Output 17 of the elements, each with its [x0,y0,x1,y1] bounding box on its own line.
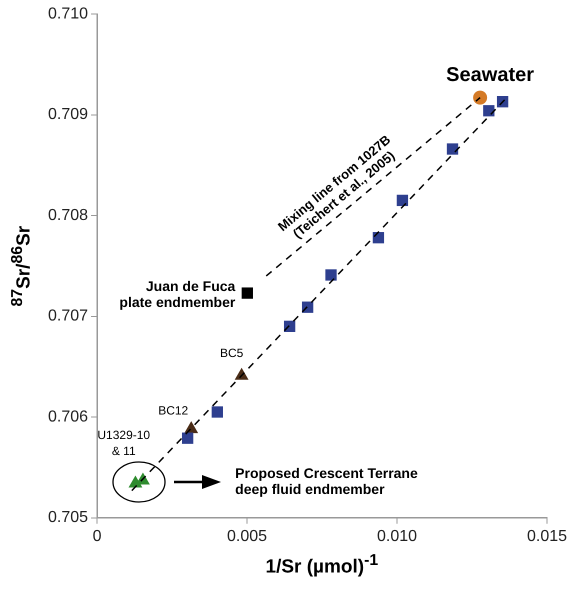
y-tick-label: 0.705 [48,509,88,526]
annotation: BC12 [158,403,189,418]
y-tick-label: 0.707 [48,308,88,325]
annotation: Proposed Crescent Terrane deep fluid endmember [235,464,418,497]
x-tick-label: 0.010 [376,528,418,545]
x-axis-title: 1/Sr (µmol)$^{-1}$ [266,552,378,578]
x-tick-label: 0.005 [227,528,268,545]
y-tick-label: 0.708 [48,206,88,224]
y-tick-label: 0.706 [48,408,88,426]
y-tick-label: 0.710 [48,5,88,22]
annotation: Seawater [446,64,534,86]
y-tick-label: 0.709 [48,106,88,124]
x-tick-label: 0.015 [526,528,568,545]
x-tick-label: 0 [92,528,102,545]
annotation: Juan de Fuca plate endmember [119,278,236,310]
annotation: U1329-10 & 11 [97,428,150,458]
annotation: BC5 [220,346,244,360]
